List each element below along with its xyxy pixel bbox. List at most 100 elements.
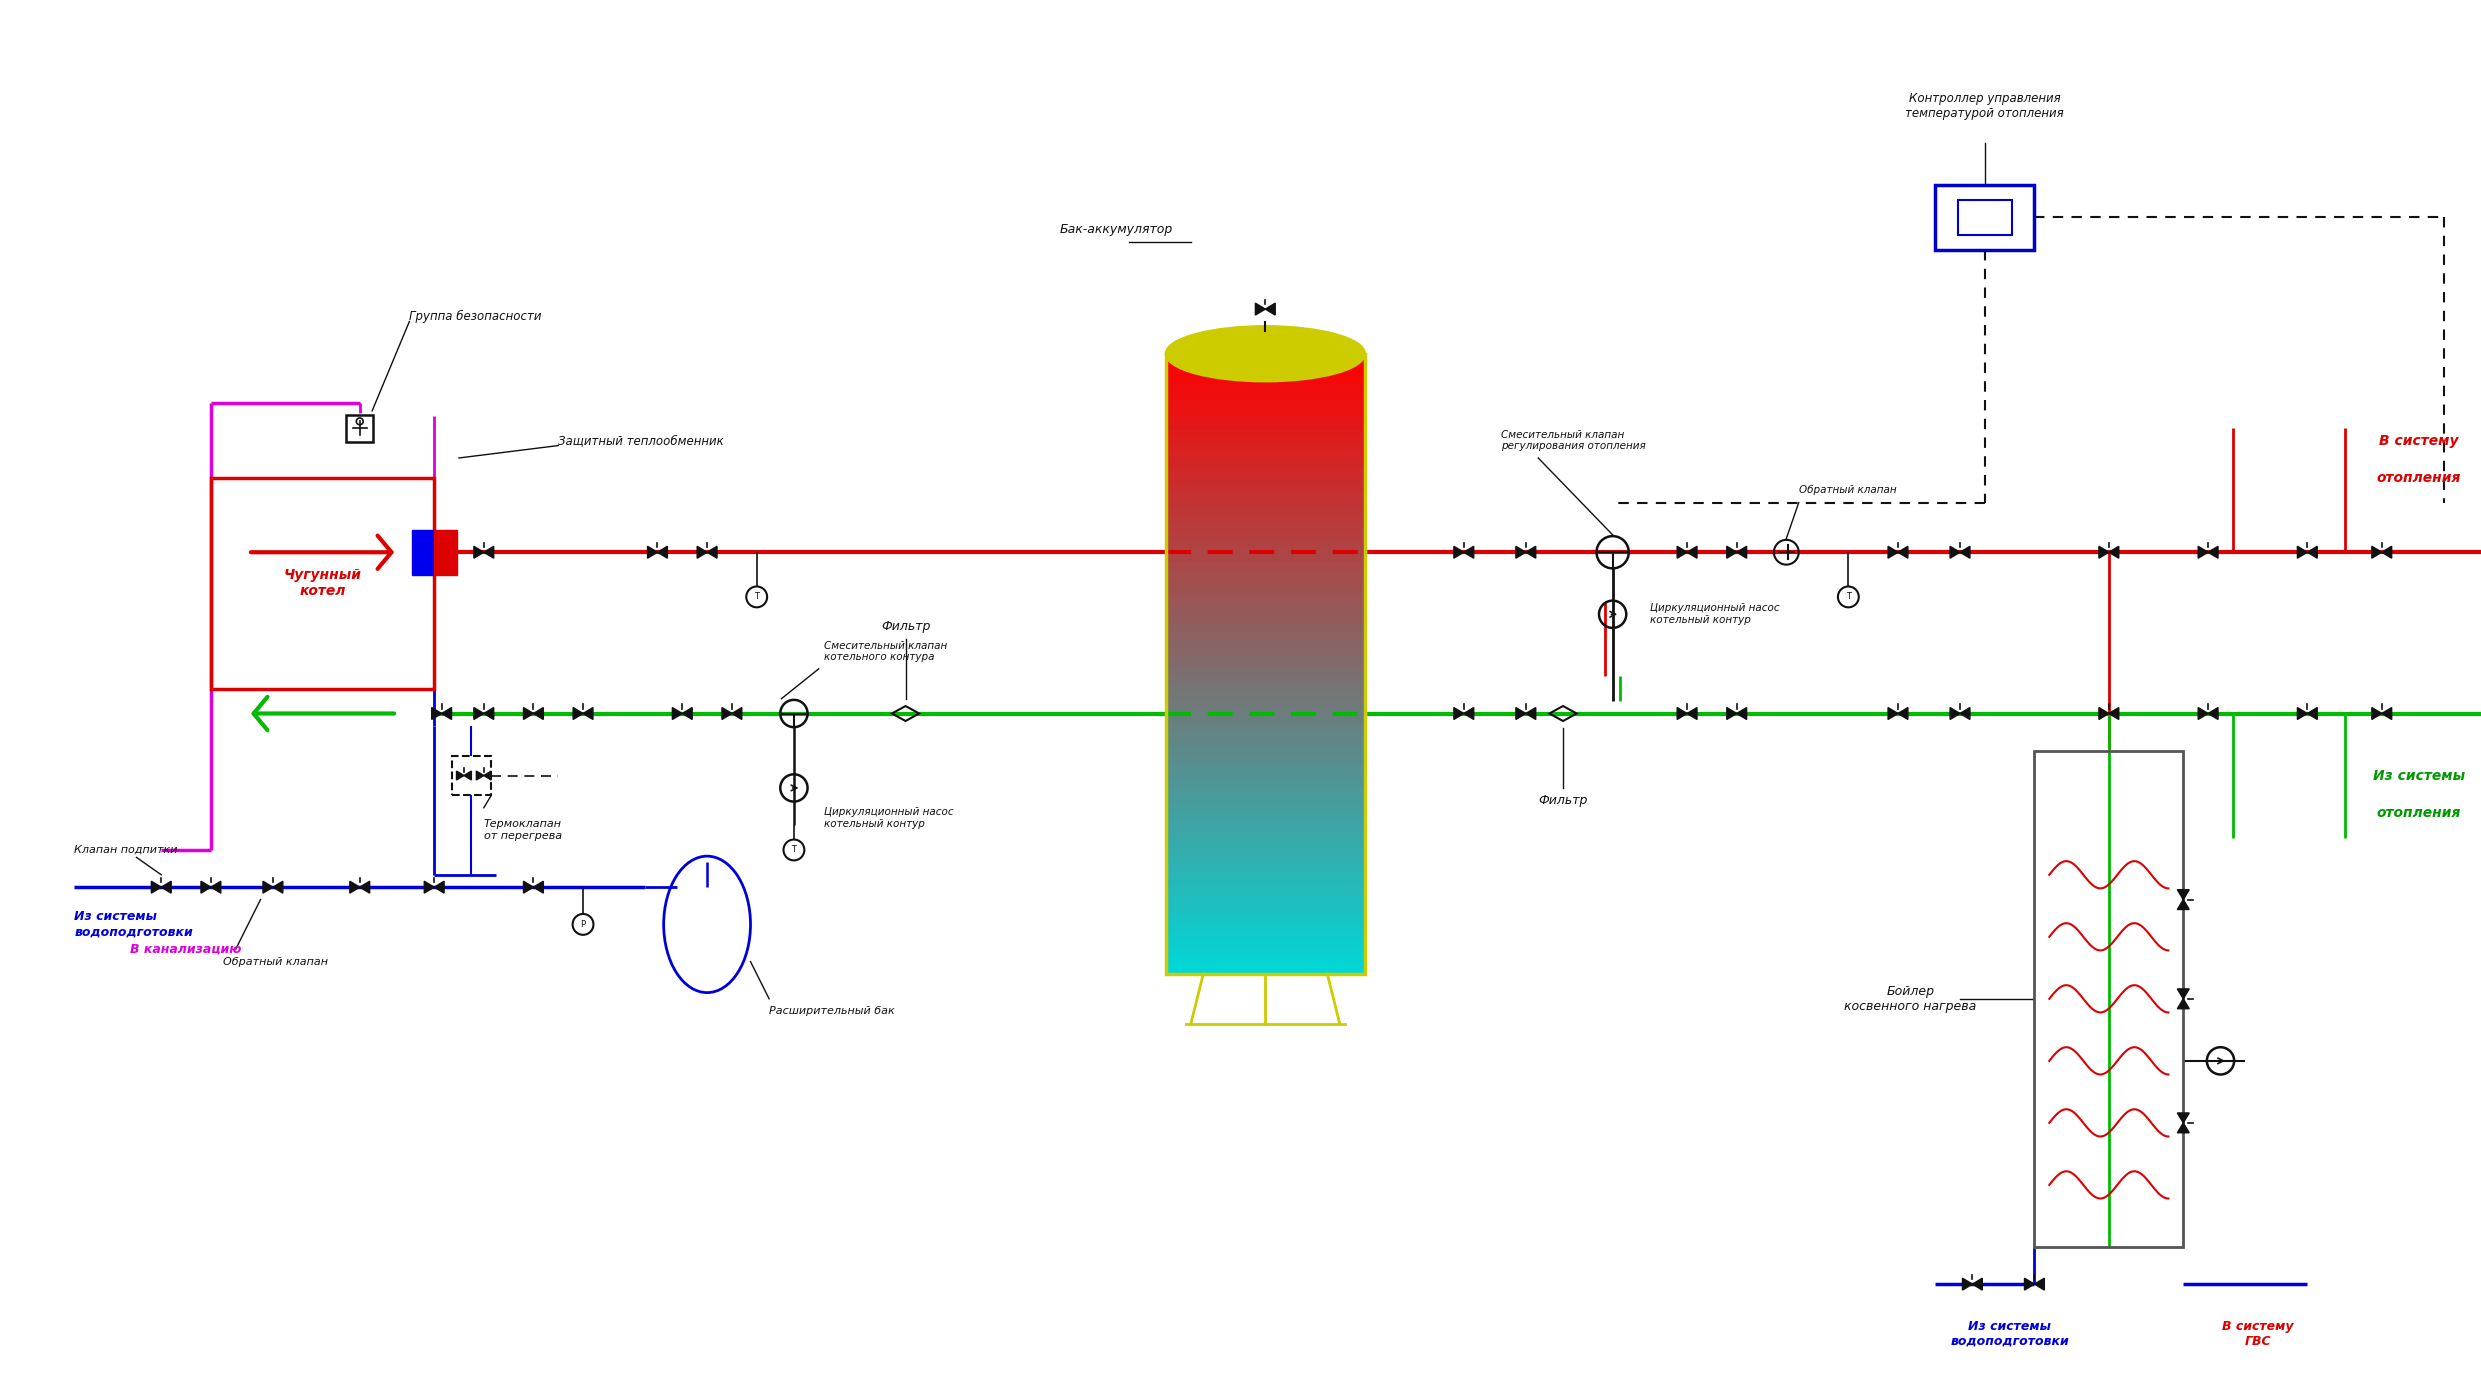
Bar	[1166, 825, 1365, 835]
Polygon shape	[2024, 1279, 2034, 1290]
Bar	[1166, 445, 1365, 455]
Polygon shape	[2178, 988, 2188, 998]
Bar	[1166, 895, 1365, 905]
Bar	[1166, 818, 1365, 826]
Polygon shape	[1950, 546, 1960, 558]
Polygon shape	[211, 881, 221, 893]
Polygon shape	[697, 546, 707, 558]
Bar	[1166, 600, 1365, 610]
Text: В канализацию: В канализацию	[131, 942, 241, 956]
Polygon shape	[2372, 546, 2382, 558]
Polygon shape	[464, 771, 471, 780]
Bar	[1166, 655, 1365, 664]
Polygon shape	[457, 771, 464, 780]
Text: Смесительный клапан
регулирования отопления: Смесительный клапан регулирования отопле…	[1501, 430, 1645, 451]
Ellipse shape	[1166, 327, 1365, 381]
Text: Расширительный бак: Расширительный бак	[769, 1007, 896, 1016]
Text: отопления: отопления	[2377, 470, 2461, 484]
Polygon shape	[1737, 708, 1747, 719]
Bar	[1166, 910, 1365, 920]
Bar	[1166, 764, 1365, 772]
Polygon shape	[1950, 708, 1960, 719]
Polygon shape	[2382, 546, 2392, 558]
Bar	[1166, 648, 1365, 656]
Bar	[1166, 701, 1365, 711]
Bar	[1166, 530, 1365, 540]
Bar	[1166, 469, 1365, 477]
Bar	[1166, 391, 1365, 401]
Polygon shape	[2178, 1113, 2188, 1122]
Polygon shape	[523, 708, 533, 719]
Text: Контроллер управления
температурой отопления: Контроллер управления температурой отопл…	[1905, 92, 2064, 120]
Bar	[1166, 810, 1365, 819]
Bar	[2034, 751, 2183, 1247]
Bar	[1166, 709, 1365, 718]
Polygon shape	[672, 708, 682, 719]
Bar	[1166, 670, 1365, 680]
Polygon shape	[2178, 1122, 2188, 1132]
Polygon shape	[648, 546, 657, 558]
Bar	[1166, 399, 1365, 408]
Polygon shape	[1962, 1279, 1972, 1290]
Polygon shape	[583, 708, 593, 719]
Polygon shape	[350, 881, 360, 893]
Bar	[1166, 554, 1365, 563]
Polygon shape	[474, 708, 484, 719]
Polygon shape	[1265, 303, 1275, 315]
Bar	[1166, 438, 1365, 447]
Bar	[1166, 454, 1365, 462]
Polygon shape	[732, 708, 742, 719]
Bar	[1166, 833, 1365, 842]
Polygon shape	[2109, 546, 2119, 558]
Text: T: T	[754, 592, 759, 602]
Polygon shape	[2099, 546, 2109, 558]
Text: отопления: отопления	[2377, 805, 2461, 819]
Polygon shape	[2198, 546, 2208, 558]
Polygon shape	[434, 530, 457, 575]
Bar	[1166, 903, 1365, 912]
Text: Термоклапан
от перегрева: Термоклапан от перегрева	[484, 819, 561, 840]
Bar	[1166, 864, 1365, 874]
Polygon shape	[573, 708, 583, 719]
Polygon shape	[432, 546, 442, 558]
Polygon shape	[1454, 708, 1464, 719]
Bar	[1166, 678, 1365, 687]
Bar	[1166, 609, 1365, 617]
Text: P: P	[581, 920, 586, 928]
Polygon shape	[434, 881, 444, 893]
Bar	[1166, 624, 1365, 632]
Polygon shape	[263, 881, 273, 893]
Polygon shape	[1898, 708, 1908, 719]
Bar	[1166, 779, 1365, 787]
Polygon shape	[1960, 708, 1970, 719]
Polygon shape	[657, 546, 667, 558]
Polygon shape	[1255, 303, 1265, 315]
Polygon shape	[2109, 708, 2119, 719]
Polygon shape	[432, 708, 442, 719]
Polygon shape	[2382, 708, 2392, 719]
Polygon shape	[360, 881, 370, 893]
Polygon shape	[424, 881, 434, 893]
Bar	[1166, 927, 1365, 935]
Polygon shape	[2178, 899, 2188, 910]
Bar	[1166, 787, 1365, 796]
Bar	[1166, 508, 1365, 517]
Bar	[1166, 725, 1365, 734]
Bar	[1166, 461, 1365, 470]
Polygon shape	[442, 546, 452, 558]
Text: Циркуляционный насос
котельный контур: Циркуляционный насос котельный контур	[1650, 603, 1779, 625]
Bar	[1166, 476, 1365, 486]
Polygon shape	[1888, 546, 1898, 558]
Polygon shape	[1972, 1279, 1982, 1290]
Polygon shape	[722, 708, 732, 719]
Polygon shape	[2198, 708, 2208, 719]
Polygon shape	[161, 881, 171, 893]
Bar	[1166, 500, 1365, 508]
Polygon shape	[151, 881, 161, 893]
Polygon shape	[2372, 708, 2382, 719]
Polygon shape	[2297, 708, 2307, 719]
Bar	[1166, 718, 1365, 726]
Bar	[1166, 616, 1365, 625]
Bar	[1166, 524, 1365, 532]
Text: Группа безопасности: Группа безопасности	[409, 310, 541, 322]
